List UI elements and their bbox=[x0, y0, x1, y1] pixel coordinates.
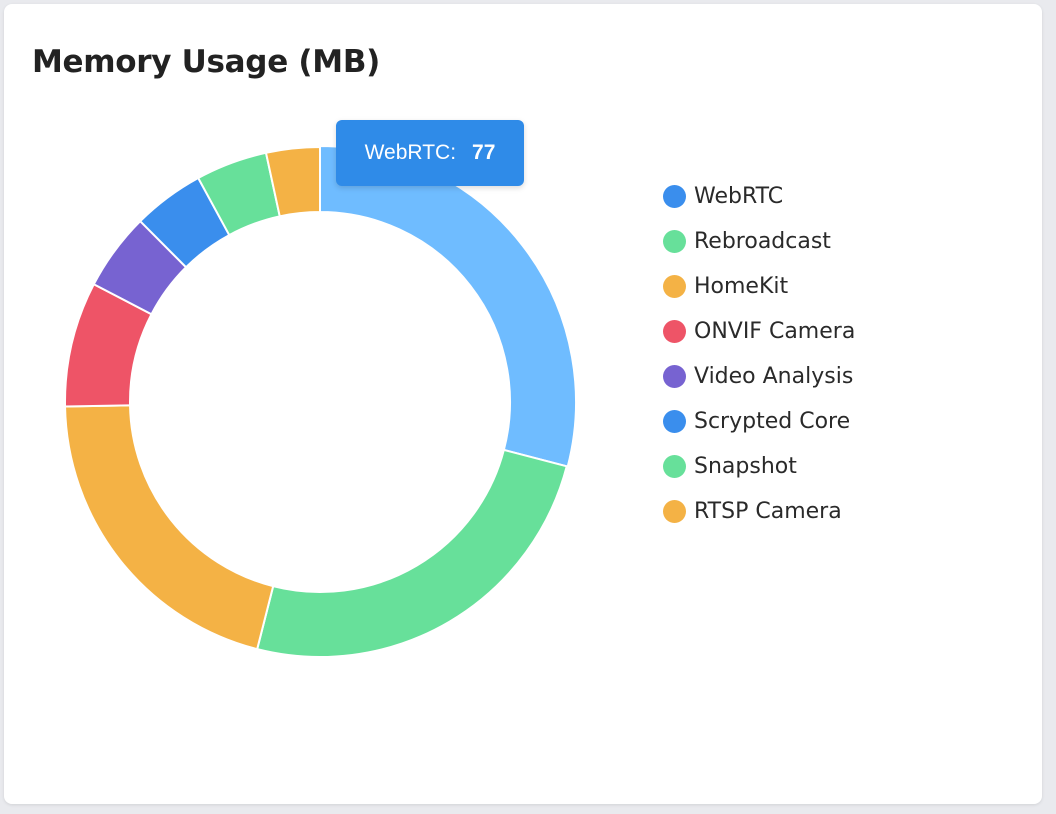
legend-swatch bbox=[663, 320, 686, 343]
legend-item-rebroadcast[interactable]: Rebroadcast bbox=[663, 219, 855, 264]
legend-item-scrypted-core[interactable]: Scrypted Core bbox=[663, 399, 855, 444]
slice-webrtc[interactable] bbox=[319, 144, 577, 468]
legend-label: WebRTC bbox=[694, 184, 784, 209]
chart-legend: WebRTC Rebroadcast HomeKit ONVIF Camera Vide… bbox=[663, 174, 855, 534]
legend-swatch bbox=[663, 185, 686, 208]
chart-title: Memory Usage (MB) bbox=[32, 44, 381, 80]
legend-swatch bbox=[663, 410, 686, 433]
chart-tooltip: WebRTC: 77 bbox=[336, 120, 524, 186]
slice-homekit[interactable] bbox=[64, 404, 275, 651]
tooltip-label: WebRTC: bbox=[364, 141, 457, 164]
legend-item-video-analysis[interactable]: Video Analysis bbox=[663, 354, 855, 399]
legend-item-homekit[interactable]: HomeKit bbox=[663, 264, 855, 309]
legend-item-rtsp-camera[interactable]: RTSP Camera bbox=[663, 489, 855, 534]
slice-rtsp-camera[interactable] bbox=[264, 145, 321, 218]
legend-label: Snapshot bbox=[694, 454, 797, 479]
legend-item-webrtc[interactable]: WebRTC bbox=[663, 174, 855, 219]
legend-item-snapshot[interactable]: Snapshot bbox=[663, 444, 855, 489]
legend-label: Video Analysis bbox=[694, 364, 854, 389]
legend-swatch bbox=[663, 455, 686, 478]
legend-label: RTSP Camera bbox=[694, 499, 842, 524]
legend-swatch bbox=[663, 230, 686, 253]
legend-swatch bbox=[663, 500, 686, 523]
legend-swatch bbox=[663, 365, 686, 388]
legend-label: ONVIF Camera bbox=[694, 319, 856, 344]
legend-swatch bbox=[663, 275, 686, 298]
legend-item-onvif-camera[interactable]: ONVIF Camera bbox=[663, 309, 855, 354]
tooltip-value: 77 bbox=[472, 141, 496, 164]
legend-label: HomeKit bbox=[694, 274, 789, 299]
legend-label: Scrypted Core bbox=[694, 409, 851, 434]
slice-rebroadcast[interactable] bbox=[255, 448, 568, 658]
legend-label: Rebroadcast bbox=[694, 229, 831, 254]
